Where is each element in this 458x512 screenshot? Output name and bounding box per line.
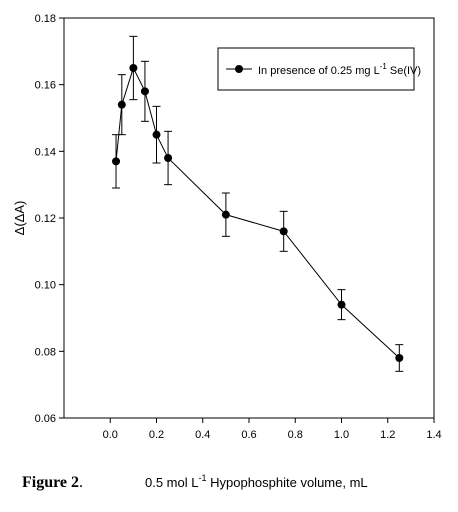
legend: In presence of 0.25 mg L-1 Se(IV) — [217, 47, 421, 91]
x-tick-label: 0.4 — [195, 429, 210, 441]
x-axis-label-main: 0.5 mol L — [145, 475, 198, 490]
x-tick-label: 1.2 — [380, 429, 395, 441]
caption: Figure 2. 0.5 mol L-1 Hypophosphite volu… — [22, 473, 368, 491]
series-layer — [112, 35, 404, 372]
x-axis-label-sup: -1 — [198, 473, 206, 483]
x-tick-label: 1.4 — [426, 429, 441, 441]
y-tick-label: 0.16 — [35, 80, 56, 92]
y-tick-label: 0.10 — [35, 280, 56, 292]
x-tick-label: 0.0 — [103, 429, 118, 441]
data-point — [129, 64, 138, 72]
data-point — [164, 154, 173, 162]
data-point — [279, 227, 288, 236]
legend-series-label: In presence of 0.25 mg L-1 Se(IV) — [258, 62, 421, 77]
y-tick-label: 0.06 — [35, 413, 56, 425]
x-tick-label: 0.8 — [288, 429, 303, 441]
data-point — [395, 354, 404, 362]
data-point — [221, 210, 230, 219]
figure-label-text: Figure 2 — [22, 474, 79, 491]
legend-label-rest: Se(IV) — [387, 65, 421, 77]
y-tick-label: 0.14 — [35, 146, 56, 158]
x-axis-label: 0.5 mol L-1 Hypophosphite volume, mL — [145, 473, 368, 490]
y-tick-label: 0.08 — [35, 346, 56, 358]
data-point — [337, 300, 346, 309]
figure-label: Figure 2. — [22, 474, 83, 491]
x-axis: 0.0 0.2 0.4 0.6 0.8 1.0 1.2 1.4 — [103, 418, 442, 441]
x-axis-label-rest: Hypophosphite volume, mL — [207, 475, 368, 490]
x-tick-label: 1.0 — [334, 429, 349, 441]
figure-label-punct: . — [79, 474, 83, 491]
legend-label-sup: -1 — [380, 62, 388, 71]
legend-label-main: In presence of 0.25 mg L — [258, 65, 380, 77]
data-point — [140, 87, 149, 96]
series-line — [115, 66, 400, 359]
data-point — [117, 100, 126, 109]
data-point — [152, 130, 161, 139]
y-axis-label: Δ(ΔA) — [12, 201, 27, 236]
x-tick-label: 0.6 — [241, 429, 256, 441]
y-tick-label: 0.12 — [35, 213, 56, 225]
y-tick-label: 0.18 — [35, 13, 56, 25]
legend-marker-sample — [235, 65, 243, 73]
data-point — [112, 157, 121, 166]
y-axis: 0.06 0.08 0.10 0.12 0.14 0.16 0.18 — [35, 13, 64, 425]
x-tick-label: 0.2 — [149, 429, 164, 441]
